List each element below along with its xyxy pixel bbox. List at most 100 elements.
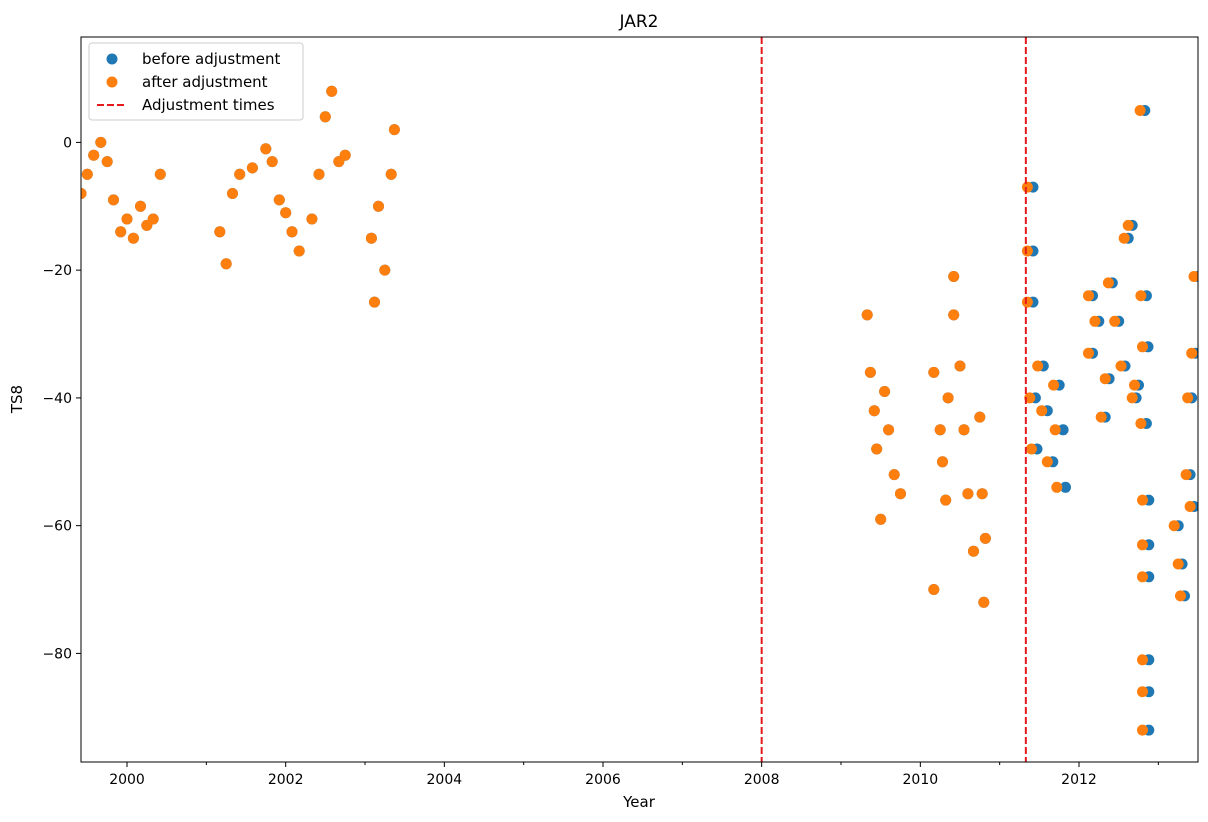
after-adjustment-point [108,194,119,206]
after-adjustment-point [1083,347,1094,359]
after-adjustment-point [273,194,285,206]
after-adjustment-point [871,443,883,455]
after-adjustment-point [1172,558,1184,570]
after-adjustment-point [326,85,338,97]
after-adjustment-point [934,424,946,436]
after-adjustment-point [227,188,238,199]
y-tick-label: −80 [42,646,72,662]
points-group [81,85,1198,736]
after-adjustment-point [1102,277,1114,289]
after-adjustment-point [214,226,226,238]
after-adjustment-point [234,168,246,180]
after-adjustment-point [365,232,377,244]
legend-box [88,42,304,121]
after-adjustment-point [260,143,272,155]
plot-frame [80,36,1199,763]
after-adjustment-point [286,226,298,238]
after-adjustment-point [968,545,979,557]
after-adjustment-point [1184,501,1196,512]
after-adjustment-point [1129,379,1140,391]
after-adjustment-point [864,366,876,378]
after-adjustment-point [135,200,146,212]
after-adjustment-point [861,309,873,321]
after-adjustment-point [81,188,87,199]
after-adjustment-point [147,213,159,225]
after-adjustment-point [385,168,397,180]
x-tick-label: 2008 [744,772,780,788]
after-adjustment-point [1137,341,1148,353]
x-tick-label: 2002 [268,772,304,788]
after-adjustment-point [1137,571,1148,583]
after-adjustment-point [1137,654,1148,666]
after-adjustment-point [379,264,391,276]
after-adjustment-point [1083,290,1094,302]
after-adjustment-point [875,513,887,525]
after-adjustment-point [928,366,940,378]
after-adjustment-point [1048,379,1060,391]
after-adjustment-point [1135,290,1147,302]
after-adjustment-point [1025,443,1037,455]
after-adjustment-point [888,469,900,481]
after-adjustment-point [1095,411,1107,423]
after-adjustment-point [1024,392,1036,404]
after-adjustment-point [369,296,380,308]
after-adjustment-point [1188,271,1198,282]
after-adjustment-point [1137,494,1148,506]
after-adjustment-point [81,168,93,180]
after-adjustment-point [1021,181,1033,193]
after-adjustment-point [1021,296,1033,308]
before-adjustment-point [1060,481,1071,493]
after-adjustment-point [979,532,991,544]
y-tick-label: 0 [63,135,72,151]
after-adjustment-point [280,207,292,219]
after-adjustment-point [928,584,940,595]
after-adjustment-point [246,162,258,174]
after-adjustment-point [293,245,305,257]
after-adjustment-point [976,488,988,500]
after-adjustment-point [1134,105,1146,116]
after-adjustment-point [1135,418,1147,429]
after-adjustment-point [1180,469,1192,481]
legend-label: before adjustment [142,50,280,68]
after-adjustment-point [1122,219,1134,231]
legend-label: after adjustment [142,73,268,91]
after-adjustment-point [974,411,986,423]
after-adjustment-point [868,405,880,417]
after-adjustment-point [937,456,948,468]
y-axis-label: TS8 [8,385,26,414]
after-adjustment-point [1137,539,1148,551]
legend: before adjustment after adjustment Adjustm… [88,42,304,121]
after-adjustment-point [373,200,384,212]
x-tick-label: 2012 [1061,772,1097,788]
after-adjustment-point [1115,360,1127,372]
after-adjustment-point [1099,373,1111,385]
after-adjustment-point [895,488,906,500]
after-adjustment-point [1021,245,1033,257]
after-adjustment-point [121,213,133,225]
after-adjustment-point [1109,315,1121,327]
chart-title: JAR2 [619,12,659,32]
after-adjustment-point [1182,392,1194,404]
after-adjustment-point [319,111,331,123]
after-adjustment-point [1126,392,1138,404]
after-adjustment-point [313,168,325,180]
after-adjustment-point [1168,520,1180,532]
after-adjustment-point [1186,347,1198,359]
after-adjustment-point [88,149,100,161]
y-tick-label: −40 [42,391,72,407]
after-adjustment-point [958,424,970,436]
after-adjustment-point [220,258,232,270]
axes: 2000 2002 2004 2006 2008 2010 2012 0 −20 −40 −60 −8… [42,36,1199,788]
after-adjustment-point [942,392,954,404]
after-adjustment-point [1175,590,1186,602]
legend-marker-before [106,53,118,65]
after-adjustment-point [339,149,351,161]
after-adjustment-point [306,213,318,225]
y-tick-label: −60 [42,519,72,535]
before-adjustment-point [1057,424,1069,436]
after-adjustment-point [101,156,113,168]
after-adjustment-point [940,494,952,506]
y-tick-label: −20 [42,263,72,279]
after-adjustment-point [883,424,895,436]
after-adjustment-point [954,360,966,372]
